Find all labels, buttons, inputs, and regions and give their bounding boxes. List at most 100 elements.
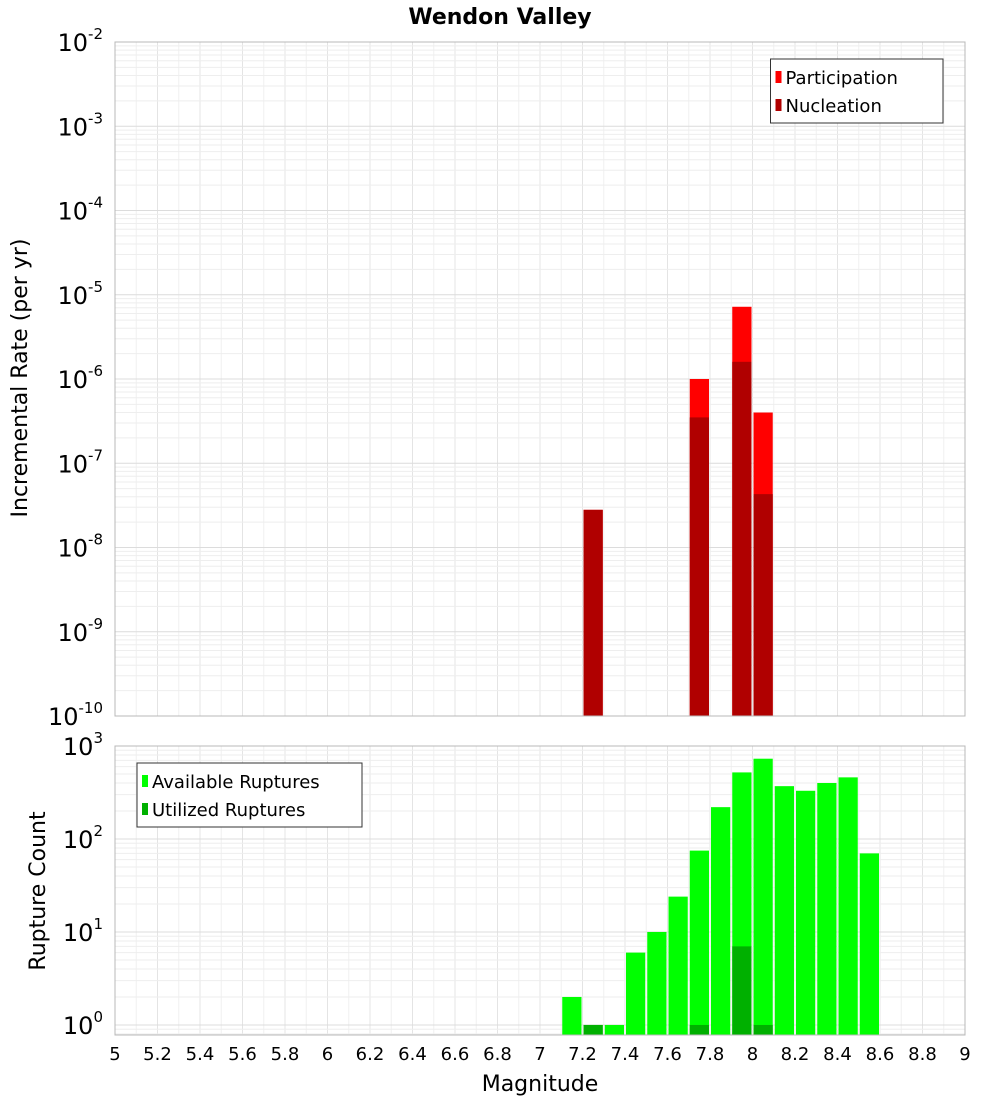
bar-available-ruptures [647,931,667,1035]
chart-title: Wendon Valley [408,5,591,30]
y-tick-base: 10 [57,450,88,478]
y-tick-exponent: -7 [88,446,103,464]
x-tick-label: 7.2 [568,1044,597,1065]
y-tick-label: 10-10 [48,699,103,731]
bar-nucleation [753,494,773,716]
plot-border [114,745,966,1036]
y-tick-label: 103 [63,729,103,761]
y-tick-label: 10-5 [57,278,103,310]
y-tick-exponent: -8 [88,531,103,549]
x-tick-label: 6 [322,1044,333,1065]
y-tick-exponent: -4 [88,194,103,212]
y-tick-label: 10-8 [57,531,103,563]
legend-swatch [775,99,782,111]
y-tick-exponent: 1 [93,915,103,933]
y-tick-exponent: -3 [88,109,103,127]
x-tick-label: 6.8 [483,1044,512,1065]
x-tick-label: 5.8 [271,1044,300,1065]
legend-box [136,762,363,828]
y-tick-label: 10-2 [57,25,103,57]
bar-utilized-ruptures [583,1024,603,1035]
plot-border [114,41,966,717]
bar-nucleation [689,417,709,716]
y-tick-exponent: -5 [88,278,103,296]
bar-available-ruptures [626,952,646,1035]
y-tick-base: 10 [63,826,94,854]
bar-utilized-ruptures [732,946,752,1035]
y-tick-exponent: 2 [93,822,103,840]
legend: Participation Nucleation [770,58,944,124]
legend-label: Utilized Ruptures [152,800,305,821]
rate-plot: 10-1010-910-810-710-610-510-410-310-2Par… [48,25,966,731]
y-tick-base: 10 [57,29,88,57]
x-tick-label: 7.6 [653,1044,682,1065]
y-tick-base: 10 [57,198,88,226]
x-axis-label: Magnitude [482,1072,599,1097]
legend-swatch [142,803,148,815]
bar-available-ruptures [796,790,816,1035]
y-tick-exponent: 0 [93,1008,103,1026]
y-tick-base: 10 [57,535,88,563]
bar-available-ruptures [711,807,731,1035]
x-tick-label: 5.6 [228,1044,257,1065]
y-tick-base: 10 [48,703,79,731]
bar-nucleation [732,361,752,716]
x-tick-label: 8.4 [823,1044,852,1065]
bar-available-ruptures [562,996,582,1035]
y-tick-label: 10-6 [57,362,103,394]
bar-nucleation [583,509,603,716]
y-tick-label: 102 [63,822,103,854]
x-tick-label: 8.8 [908,1044,937,1065]
x-tick-label: 7.4 [611,1044,640,1065]
x-tick-label: 5 [109,1044,120,1065]
x-tick-label: 8.2 [781,1044,810,1065]
legend-swatch [775,71,782,83]
y-tick-exponent: -6 [88,362,103,380]
y-tick-base: 10 [57,282,88,310]
bar-utilized-ruptures [689,1024,709,1035]
y-tick-base: 10 [63,919,94,947]
y-tick-base: 10 [57,366,88,394]
y-tick-base: 10 [63,1012,94,1040]
top-y-axis-label: Incremental Rate (per yr) [8,239,33,518]
y-tick-label: 101 [63,915,103,947]
y-tick-label: 100 [63,1008,103,1040]
bar-available-ruptures [817,783,837,1035]
y-tick-exponent: -10 [79,699,104,717]
legend-label: Participation [786,68,898,89]
bar-available-ruptures [859,853,879,1035]
y-tick-label: 10-3 [57,109,103,141]
x-tick-label: 6.6 [441,1044,470,1065]
bar-available-ruptures [774,786,794,1035]
x-tick-label: 7.8 [696,1044,725,1065]
bar-available-ruptures [753,758,773,1035]
x-tick-label: 8 [747,1044,758,1065]
bar-available-ruptures [838,777,858,1035]
legend-label: Available Ruptures [152,772,320,793]
legend-box [770,58,944,124]
y-tick-base: 10 [63,733,94,761]
x-tick-label: 6.4 [398,1044,427,1065]
bar-available-ruptures [689,850,709,1035]
y-tick-label: 10-7 [57,446,103,478]
bottom-y-axis-label: Rupture Count [26,811,51,971]
x-tick-label: 5.2 [143,1044,172,1065]
bar-available-ruptures [668,896,688,1035]
legend: Available Ruptures Utilized Ruptures [136,762,363,828]
y-tick-exponent: -2 [88,25,103,43]
x-tick-label: 5.4 [186,1044,215,1065]
bar-available-ruptures [604,1024,624,1035]
y-tick-base: 10 [57,113,88,141]
legend-swatch [142,775,148,787]
y-tick-base: 10 [57,619,88,647]
x-tick-label: 6.2 [356,1044,385,1065]
bar-utilized-ruptures [753,1024,773,1035]
x-tick-label: 8.6 [866,1044,895,1065]
legend-label: Nucleation [786,96,882,117]
y-tick-label: 10-9 [57,615,103,647]
y-tick-exponent: 3 [93,729,103,747]
y-tick-label: 10-4 [57,194,103,226]
x-tick-label: 9 [959,1044,970,1065]
